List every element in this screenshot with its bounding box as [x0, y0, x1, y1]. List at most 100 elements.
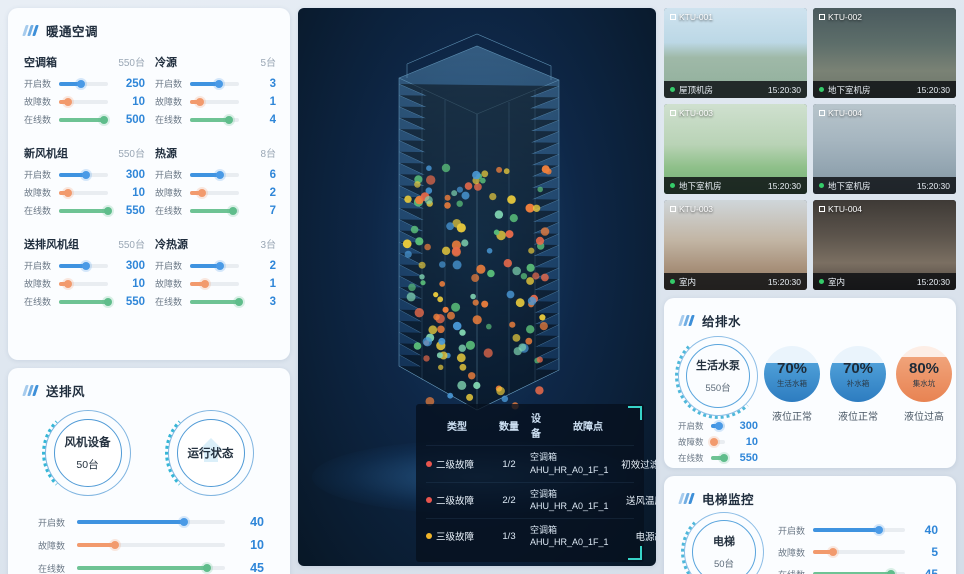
slider-row[interactable]: 开启数 250	[24, 77, 145, 90]
slider-track[interactable]	[59, 279, 108, 288]
water-tank[interactable]: 80% 集水坑 液位过高	[896, 346, 952, 423]
slider-track[interactable]	[190, 261, 239, 270]
slider-track[interactable]	[190, 115, 239, 124]
slider-track[interactable]	[190, 206, 239, 215]
slider-knob[interactable]	[216, 261, 225, 270]
slider-track[interactable]	[190, 188, 239, 197]
slider-track[interactable]	[813, 570, 905, 574]
slider-row[interactable]: 开启数 40	[38, 515, 264, 529]
slider-knob[interactable]	[81, 170, 90, 179]
slider-knob[interactable]	[81, 261, 90, 270]
slider-track[interactable]	[77, 541, 225, 549]
slider-track[interactable]	[711, 422, 725, 430]
alarm-col-qty: 数量	[499, 421, 519, 433]
slider-track[interactable]	[190, 97, 239, 106]
slider-track[interactable]	[190, 279, 239, 288]
slider-track[interactable]	[190, 297, 243, 306]
slider-row[interactable]: 开启数 40	[778, 523, 938, 537]
camera-grid-panel: KTU-001 屋顶机房 15:20:30 KTU-002 地下室机房 15:20:30 K…	[664, 8, 956, 290]
slider-row[interactable]: 故障数 10	[24, 277, 145, 290]
slider-row[interactable]: 开启数 2	[155, 259, 276, 272]
slider-row[interactable]: 故障数 5	[778, 545, 938, 559]
slider-knob[interactable]	[99, 115, 108, 124]
slider-track[interactable]	[190, 170, 239, 179]
camera-tile[interactable]: KTU-003 地下室机房 15:20:30	[664, 104, 807, 194]
slider-knob[interactable]	[111, 541, 120, 549]
slider-track[interactable]	[709, 438, 725, 446]
slider-track[interactable]	[813, 548, 905, 556]
slider-track[interactable]	[77, 518, 225, 526]
slider-row[interactable]: 在线数 45	[778, 567, 938, 574]
slider-knob[interactable]	[235, 297, 243, 306]
slider-row[interactable]: 在线数 7	[155, 204, 276, 217]
slider-track[interactable]	[59, 97, 108, 106]
slider-track[interactable]	[59, 188, 108, 197]
slider-label: 开启数	[778, 525, 806, 536]
camera-tile[interactable]: KTU-002 地下室机房 15:20:30	[813, 8, 956, 98]
slider-row[interactable]: 故障数 10	[24, 186, 145, 199]
slider-knob[interactable]	[179, 518, 188, 526]
slider-knob[interactable]	[216, 170, 225, 179]
camera-tile[interactable]: KTU-001 屋顶机房 15:20:30	[664, 8, 807, 98]
slider-row[interactable]: 故障数 1	[155, 277, 276, 290]
slider-row[interactable]: 开启数 6	[155, 168, 276, 181]
slider-row[interactable]: 开启数 3	[155, 77, 276, 90]
slider-knob[interactable]	[225, 115, 234, 124]
slider-track[interactable]	[59, 297, 112, 306]
slider-track[interactable]	[59, 79, 108, 88]
slider-value: 550	[125, 204, 145, 217]
slider-knob[interactable]	[104, 297, 112, 306]
slider-knob[interactable]	[229, 206, 238, 215]
slider-track[interactable]	[59, 170, 108, 179]
slider-row[interactable]: 在线数 3	[155, 295, 276, 308]
slider-knob[interactable]	[198, 188, 207, 197]
slider-row[interactable]: 开启数 300	[678, 420, 758, 432]
slider-row[interactable]: 在线数 550	[678, 452, 758, 464]
slider-knob[interactable]	[63, 97, 72, 106]
slider-knob[interactable]	[714, 422, 723, 430]
slider-knob[interactable]	[63, 279, 72, 288]
slider-row[interactable]: 开启数 300	[24, 168, 145, 181]
slider-row[interactable]: 在线数 550	[24, 295, 145, 308]
slider-row[interactable]: 在线数 4	[155, 113, 276, 126]
slider-track[interactable]	[711, 454, 728, 462]
slider-knob[interactable]	[203, 564, 212, 572]
slider-knob[interactable]	[77, 79, 86, 88]
water-tank[interactable]: 70% 补水箱 液位正常	[830, 346, 886, 423]
slider-knob[interactable]	[195, 97, 204, 106]
slider-row[interactable]: 故障数 2	[155, 186, 276, 199]
camera-tile[interactable]: KTU-003 室内 15:20:30	[664, 200, 807, 290]
slider-knob[interactable]	[887, 570, 896, 574]
water-tank[interactable]: 70% 生活水箱 液位正常	[764, 346, 820, 423]
slider-row[interactable]: 故障数 10	[24, 95, 145, 108]
slider-track[interactable]	[59, 261, 108, 270]
slider-track[interactable]	[190, 79, 239, 88]
slider-knob[interactable]	[200, 279, 209, 288]
slider-row[interactable]: 故障数 10	[678, 436, 758, 448]
camera-tile[interactable]: KTU-004 室内 15:20:30	[813, 200, 956, 290]
slider-knob[interactable]	[829, 548, 838, 556]
slider-track[interactable]	[813, 526, 905, 534]
slider-knob[interactable]	[875, 526, 884, 534]
slider-knob[interactable]	[719, 454, 728, 462]
slider-row[interactable]: 故障数 10	[38, 538, 264, 552]
building-3d-visualization[interactable]: 类型 数量 设备 故障点 二级故障 1/2 空调箱 AHU_HR_A0_1F_1 初效过…	[298, 8, 656, 566]
slider-knob[interactable]	[104, 206, 112, 215]
camera-id: KTU-004	[819, 204, 862, 214]
slider-track[interactable]	[77, 564, 225, 572]
slider-row[interactable]: 在线数 550	[24, 204, 145, 217]
slider-knob[interactable]	[709, 438, 718, 446]
slider-track[interactable]	[59, 115, 108, 124]
slider-row[interactable]: 故障数 1	[155, 95, 276, 108]
slider-track[interactable]	[59, 206, 112, 215]
slider-row[interactable]: 在线数 500	[24, 113, 145, 126]
hvac-panel: 暖通空调 空调箱 550台 开启数 250 故障数 10 在线数 500 冷源 5台 开启数 3 故障数…	[8, 8, 290, 360]
slider-knob[interactable]	[63, 188, 72, 197]
slider-row[interactable]: 开启数 300	[24, 259, 145, 272]
slider-knob[interactable]	[215, 79, 224, 88]
slider-row[interactable]: 在线数 45	[38, 561, 264, 574]
camera-tile[interactable]: KTU-004 地下室机房 15:20:30	[813, 104, 956, 194]
